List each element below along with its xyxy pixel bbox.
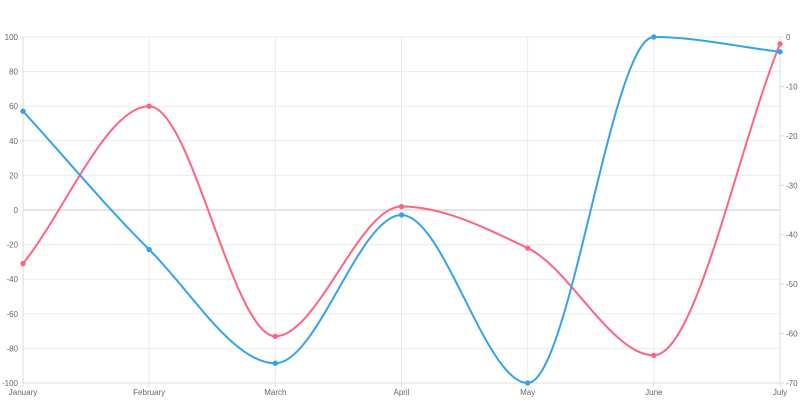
x-tick-label: March [264,388,286,397]
x-axis-ticks: January February March April May June July [9,383,787,397]
left-tick-label: 0 [14,206,19,215]
left-tick-label: 20 [9,171,18,180]
x-tick-label: July [773,388,787,397]
grid [22,36,781,384]
series-2-point [398,212,405,218]
series-1-point [146,103,152,109]
right-tick-label: -60 [786,330,798,339]
right-tick-label: -70 [786,379,798,388]
left-tick-label: 60 [9,102,18,111]
x-tick-label: January [9,388,37,397]
left-tick-label: 40 [9,137,18,146]
right-tick-label: -40 [786,231,798,240]
x-tick-label: February [133,388,165,397]
right-tick-label: -20 [786,132,798,141]
series-1-point [398,203,405,210]
left-tick-label: -60 [6,310,18,319]
series-1-point [20,260,26,267]
series-1-point [777,41,783,47]
left-axis-ticks: 100 80 60 40 20 0 -20 -40 -60 -80 -100 [2,33,19,388]
series-2-point [146,246,152,253]
x-tick-label: June [645,388,663,397]
right-axis-ticks: 0 -10 -20 -30 -40 -50 -60 -70 [780,33,798,388]
series-2-point [20,108,26,114]
x-tick-label: April [393,388,409,397]
series-2-line [22,36,781,384]
right-tick-label: -10 [786,82,798,91]
left-tick-label: -100 [2,379,19,388]
right-tick-label: 0 [786,33,791,42]
left-tick-label: -40 [6,275,18,284]
left-tick-label: -20 [6,241,18,250]
series-2-point [272,360,279,366]
left-tick-label: -80 [6,344,18,353]
series-1-point [651,352,657,359]
series-2-point [777,49,783,55]
x-tick-label: May [520,388,535,397]
series-2-point [524,380,531,386]
left-tick-label: 80 [9,68,18,77]
series-1-point [524,245,531,251]
right-tick-label: -50 [786,280,798,289]
series-layer [20,34,783,386]
series-2-point [651,34,657,40]
series-1-point [272,333,279,339]
left-tick-label: 100 [5,33,19,42]
right-tick-label: -30 [786,181,798,190]
